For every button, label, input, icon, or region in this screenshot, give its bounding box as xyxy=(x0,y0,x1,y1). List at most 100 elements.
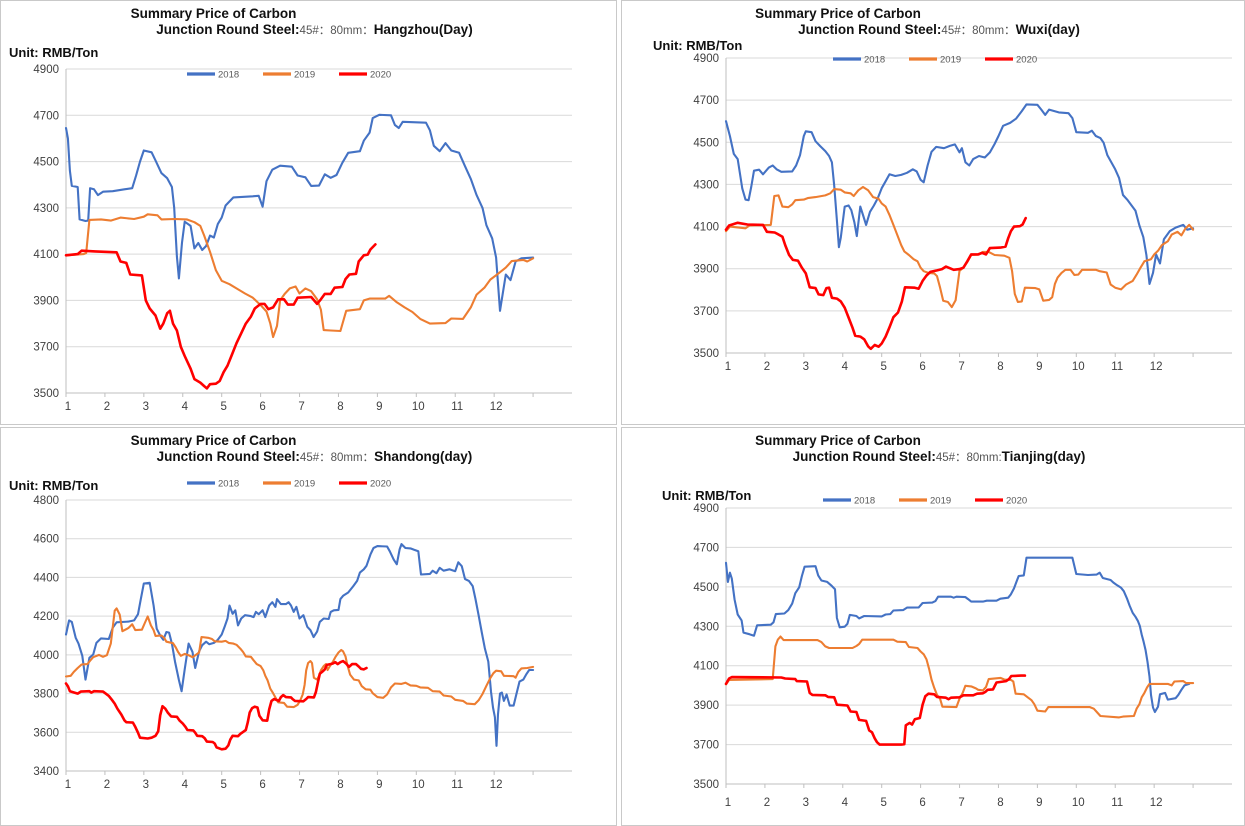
chart-panel-wuxi: Summary Price of Carbon Junction Round S… xyxy=(621,0,1245,425)
unit-label: Unit: RMB/Ton xyxy=(662,488,752,503)
x-axis-label: 8 xyxy=(997,797,1003,809)
x-axis-label: 5 xyxy=(880,361,886,373)
x-axis-label: 10 xyxy=(1072,361,1085,373)
chart-title-product: Junction Round Steel: xyxy=(798,22,942,37)
chart-panel-shandong: Summary Price of Carbon Junction Round S… xyxy=(0,427,617,826)
chart-title-line2: Junction Round Steel:45#：80mm:Tianjing(d… xyxy=(628,449,1245,465)
legend-label-2018: 2018 xyxy=(218,70,239,81)
y-axis-label: 3900 xyxy=(693,700,719,712)
x-axis-label: 7 xyxy=(958,797,964,809)
series-line-2019 xyxy=(724,185,1195,309)
x-axis-label: 4 xyxy=(842,361,849,373)
x-axis-label: 3 xyxy=(143,401,149,413)
x-axis-label: 8 xyxy=(997,361,1003,373)
y-axis-label: 4800 xyxy=(33,495,59,507)
x-axis-label: 11 xyxy=(1111,797,1123,809)
y-axis-label: 3400 xyxy=(33,766,59,778)
x-axis-label: 7 xyxy=(298,779,304,791)
y-axis-label: 3800 xyxy=(33,689,59,701)
legend-label-2020: 2020 xyxy=(1006,496,1027,507)
x-axis-label: 5 xyxy=(880,797,886,809)
chart-title-line2: Junction Round Steel:45#：80mm：Wuxi(day) xyxy=(628,22,1245,38)
x-axis-label: 3 xyxy=(803,361,809,373)
series-line-2018 xyxy=(724,103,1195,285)
x-axis-label: 6 xyxy=(259,779,265,791)
legend-label-2019: 2019 xyxy=(294,479,315,490)
unit-label: Unit: RMB/Ton xyxy=(9,45,99,60)
series-line-2019 xyxy=(64,607,535,709)
chart-title-line1: Summary Price of Carbon xyxy=(130,6,297,21)
x-axis-label: 4 xyxy=(842,797,849,809)
x-axis-label: 6 xyxy=(919,361,925,373)
y-axis-label: 4300 xyxy=(693,179,719,191)
chart-title-line1: Summary Price of Carbon xyxy=(755,433,921,448)
chart-panel-tianjing: Summary Price of Carbon Junction Round S… xyxy=(621,427,1245,826)
series-line-2019 xyxy=(64,213,535,339)
x-axis-label: 1 xyxy=(65,779,71,791)
x-axis-label: 10 xyxy=(1072,797,1085,809)
y-axis-label: 4000 xyxy=(33,650,59,662)
x-axis-label: 5 xyxy=(220,401,226,413)
chart-title-city: Hangzhou(Day) xyxy=(373,22,473,37)
series-line-2018 xyxy=(64,113,535,312)
x-axis-label: 8 xyxy=(337,401,343,413)
legend-label-2018: 2018 xyxy=(218,479,239,490)
y-axis-label: 3700 xyxy=(33,342,59,354)
chart-title-city: Wuxi(day) xyxy=(1015,22,1080,37)
x-axis-label: 3 xyxy=(143,779,149,791)
x-axis-label: 11 xyxy=(1111,361,1123,373)
legend-label-2019: 2019 xyxy=(930,496,951,507)
series-line-2020 xyxy=(64,659,368,751)
unit-label: Unit: RMB/Ton xyxy=(653,38,743,53)
y-axis-label: 4100 xyxy=(693,222,719,234)
x-axis-label: 11 xyxy=(451,401,463,413)
y-axis-label: 4400 xyxy=(33,572,59,584)
x-axis-label: 4 xyxy=(182,401,189,413)
x-axis-label: 12 xyxy=(1150,361,1163,373)
x-axis-label: 2 xyxy=(104,779,110,791)
legend-label-2019: 2019 xyxy=(940,55,961,66)
y-axis-label: 3500 xyxy=(33,388,59,400)
y-axis-label: 4900 xyxy=(693,53,719,65)
chart-title-city: Shandong(day) xyxy=(374,449,473,464)
series-line-2020 xyxy=(64,243,377,390)
chart-title-product: Junction Round Steel: xyxy=(156,449,300,464)
x-axis-label: 3 xyxy=(803,797,809,809)
y-axis-label: 3900 xyxy=(33,295,59,307)
y-axis-label: 4500 xyxy=(693,137,719,149)
chart-title-product: Junction Round Steel: xyxy=(792,449,936,464)
chart-title-spec: 45#：80mm： xyxy=(299,452,375,464)
unit-label: Unit: RMB/Ton xyxy=(9,478,99,493)
y-axis-label: 4300 xyxy=(33,203,59,215)
chart-title-spec: 45#：80mm： xyxy=(299,25,374,37)
y-axis-label: 3500 xyxy=(693,348,719,360)
x-axis-label: 12 xyxy=(490,779,503,791)
y-axis-label: 3700 xyxy=(693,740,719,752)
series-line-2020 xyxy=(724,216,1028,351)
y-axis-label: 4700 xyxy=(33,110,59,122)
x-axis-label: 9 xyxy=(376,401,382,413)
x-axis-label: 8 xyxy=(337,779,343,791)
chart-title-line2: Junction Round Steel:45#：80mm：Hangzhou(D… xyxy=(7,22,622,38)
chart-title-line1: Summary Price of Carbon xyxy=(755,6,921,21)
y-axis-label: 4900 xyxy=(33,64,59,76)
x-axis-label: 10 xyxy=(412,779,425,791)
chart-title-spec: 45#：80mm: xyxy=(935,452,1002,464)
y-axis-label: 4700 xyxy=(693,542,719,554)
y-axis-label: 4500 xyxy=(693,582,719,594)
x-axis-label: 1 xyxy=(725,361,731,373)
y-axis-label: 4900 xyxy=(693,503,719,515)
legend-label-2018: 2018 xyxy=(854,496,875,507)
x-axis-label: 9 xyxy=(1036,361,1042,373)
y-axis-label: 4700 xyxy=(693,95,719,107)
legend-label-2020: 2020 xyxy=(370,70,391,81)
legend-label-2018: 2018 xyxy=(864,55,885,66)
series-line-2018 xyxy=(724,556,1191,714)
series-line-2018 xyxy=(64,543,535,747)
x-axis-label: 9 xyxy=(376,779,382,791)
legend-label-2020: 2020 xyxy=(370,479,391,490)
x-axis-label: 4 xyxy=(182,779,189,791)
